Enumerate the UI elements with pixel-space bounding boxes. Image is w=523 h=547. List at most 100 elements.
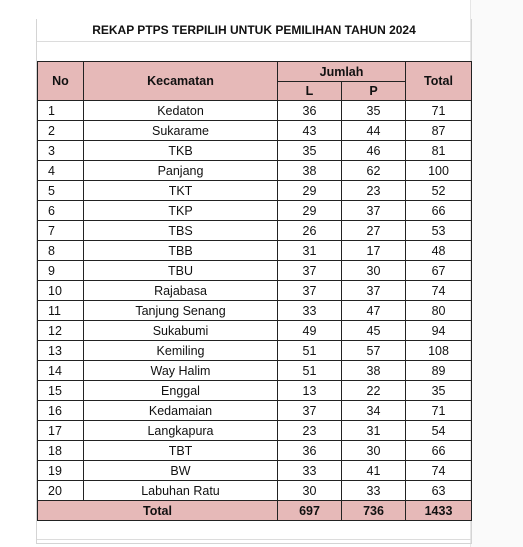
cell-l[interactable]: 33 <box>277 300 342 321</box>
cell-total[interactable]: 94 <box>405 320 473 341</box>
cell-p[interactable]: 33 <box>340 480 407 501</box>
empty-row[interactable] <box>37 539 471 544</box>
cell-l[interactable]: 38 <box>277 160 342 181</box>
cell-no[interactable]: 13 <box>37 340 84 361</box>
cell-no[interactable]: 17 <box>37 420 84 441</box>
cell-total[interactable]: 100 <box>405 160 473 181</box>
cell-total[interactable]: 74 <box>405 280 473 301</box>
cell-p[interactable]: 47 <box>340 300 407 321</box>
cell-l[interactable]: 13 <box>277 380 342 401</box>
cell-p[interactable]: 57 <box>340 340 407 361</box>
cell-l[interactable]: 37 <box>277 400 342 421</box>
cell-kecamatan[interactable]: Sukarame <box>83 120 278 141</box>
cell-no[interactable]: 14 <box>37 360 84 381</box>
cell-p[interactable]: 34 <box>340 400 407 421</box>
cell-no[interactable]: 4 <box>37 160 84 181</box>
cell-l[interactable]: 29 <box>277 180 342 201</box>
cell-no[interactable]: 18 <box>37 440 84 461</box>
cell-l[interactable]: 37 <box>277 260 342 281</box>
cell-no[interactable]: 5 <box>37 180 84 201</box>
cell-p[interactable]: 35 <box>340 100 407 121</box>
total-label[interactable]: Total <box>37 500 278 521</box>
cell-kecamatan[interactable]: Labuhan Ratu <box>83 480 278 501</box>
cell-total[interactable]: 35 <box>405 380 473 401</box>
cell-l[interactable]: 36 <box>277 100 342 121</box>
cell-total[interactable]: 66 <box>405 200 473 221</box>
total-total[interactable]: 1433 <box>405 500 473 521</box>
cell-total[interactable]: 66 <box>405 440 473 461</box>
total-p[interactable]: 736 <box>340 500 407 521</box>
cell-p[interactable]: 30 <box>340 260 407 281</box>
cell-total[interactable]: 54 <box>405 420 473 441</box>
cell-no[interactable]: 15 <box>37 380 84 401</box>
cell-p[interactable]: 31 <box>340 420 407 441</box>
header-jumlah[interactable]: Jumlah <box>276 61 407 82</box>
cell-total[interactable]: 87 <box>405 120 473 141</box>
cell-no[interactable]: 8 <box>37 240 84 261</box>
header-no[interactable]: No <box>37 61 84 101</box>
cell-kecamatan[interactable]: TBS <box>83 220 278 241</box>
cell-kecamatan[interactable]: Rajabasa <box>83 280 278 301</box>
cell-no[interactable]: 6 <box>37 200 84 221</box>
cell-no[interactable]: 16 <box>37 400 84 421</box>
cell-kecamatan[interactable]: Kedaton <box>83 100 278 121</box>
cell-total[interactable]: 63 <box>405 480 473 501</box>
header-p[interactable]: P <box>340 81 407 101</box>
cell-l[interactable]: 51 <box>277 360 342 381</box>
cell-no[interactable]: 7 <box>37 220 84 241</box>
cell-l[interactable]: 23 <box>277 420 342 441</box>
cell-kecamatan[interactable]: TBB <box>83 240 278 261</box>
cell-l[interactable]: 43 <box>277 120 342 141</box>
cell-total[interactable]: 81 <box>405 140 473 161</box>
cell-l[interactable]: 29 <box>277 200 342 221</box>
cell-l[interactable]: 33 <box>277 460 342 481</box>
header-l[interactable]: L <box>277 81 342 101</box>
cell-l[interactable]: 35 <box>277 140 342 161</box>
cell-kecamatan[interactable]: Kemiling <box>83 340 278 361</box>
cell-kecamatan[interactable]: TKB <box>83 140 278 161</box>
cell-total[interactable]: 74 <box>405 460 473 481</box>
cell-p[interactable]: 37 <box>340 280 407 301</box>
total-l[interactable]: 697 <box>277 500 342 521</box>
cell-kecamatan[interactable]: TBU <box>83 260 278 281</box>
cell-p[interactable]: 17 <box>340 240 407 261</box>
cell-l[interactable]: 37 <box>277 280 342 301</box>
cell-no[interactable]: 19 <box>37 460 84 481</box>
cell-p[interactable]: 23 <box>340 180 407 201</box>
cell-total[interactable]: 71 <box>405 100 473 121</box>
cell-total[interactable]: 89 <box>405 360 473 381</box>
cell-total[interactable]: 71 <box>405 400 473 421</box>
cell-p[interactable]: 46 <box>340 140 407 161</box>
cell-no[interactable]: 2 <box>37 120 84 141</box>
cell-no[interactable]: 20 <box>37 480 84 501</box>
cell-no[interactable]: 3 <box>37 140 84 161</box>
empty-row[interactable] <box>37 41 471 61</box>
cell-kecamatan[interactable]: Sukabumi <box>83 320 278 341</box>
cell-no[interactable]: 11 <box>37 300 84 321</box>
cell-total[interactable]: 53 <box>405 220 473 241</box>
cell-p[interactable]: 38 <box>340 360 407 381</box>
cell-kecamatan[interactable]: Enggal <box>83 380 278 401</box>
cell-total[interactable]: 108 <box>405 340 473 361</box>
cell-l[interactable]: 36 <box>277 440 342 461</box>
cell-p[interactable]: 45 <box>340 320 407 341</box>
header-kecamatan[interactable]: Kecamatan <box>83 61 278 101</box>
cell-p[interactable]: 22 <box>340 380 407 401</box>
cell-l[interactable]: 51 <box>277 340 342 361</box>
header-total[interactable]: Total <box>405 61 473 101</box>
cell-p[interactable]: 41 <box>340 460 407 481</box>
cell-total[interactable]: 48 <box>405 240 473 261</box>
cell-kecamatan[interactable]: TBT <box>83 440 278 461</box>
cell-l[interactable]: 49 <box>277 320 342 341</box>
cell-no[interactable]: 12 <box>37 320 84 341</box>
cell-kecamatan[interactable]: Kedamaian <box>83 400 278 421</box>
cell-kecamatan[interactable]: BW <box>83 460 278 481</box>
cell-no[interactable]: 9 <box>37 260 84 281</box>
cell-kecamatan[interactable]: Tanjung Senang <box>83 300 278 321</box>
cell-kecamatan[interactable]: TKP <box>83 200 278 221</box>
cell-kecamatan[interactable]: Panjang <box>83 160 278 181</box>
cell-total[interactable]: 52 <box>405 180 473 201</box>
cell-total[interactable]: 67 <box>405 260 473 281</box>
cell-no[interactable]: 10 <box>37 280 84 301</box>
cell-total[interactable]: 80 <box>405 300 473 321</box>
